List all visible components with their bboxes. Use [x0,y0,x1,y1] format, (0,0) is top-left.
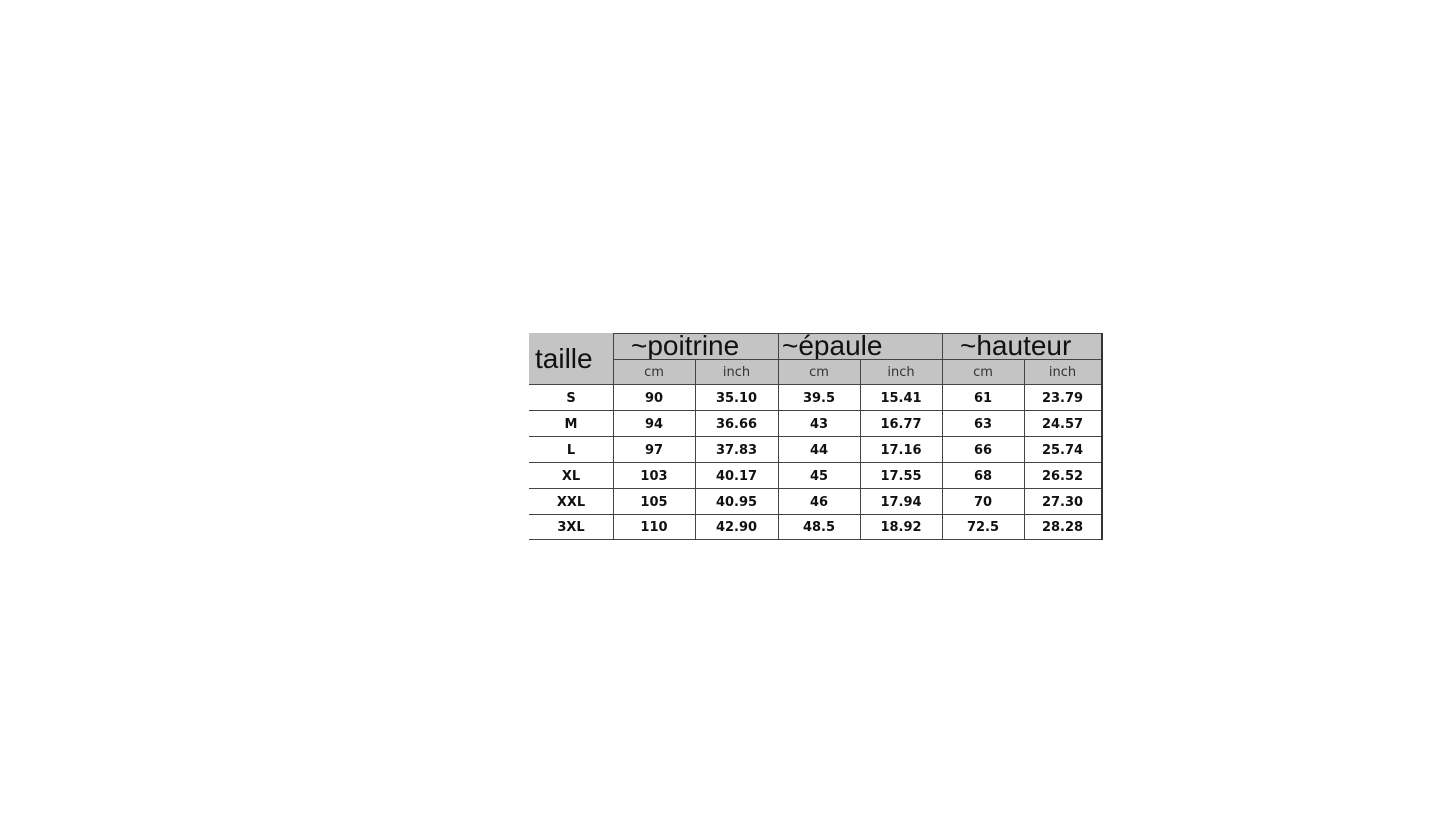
grid-line [529,539,1101,540]
size-label: L [566,442,576,458]
size-label: XXL [556,494,586,510]
measurement-cell: 25.74 [1041,442,1084,458]
measurement-cell: 63 [973,416,993,432]
measurement-cell: 61 [973,390,993,406]
measurement-cell: 35.10 [715,390,758,406]
measurement-cell: 36.66 [715,416,758,432]
grid-line [1024,359,1025,540]
measurement-cell: 43 [809,416,829,432]
grid-line [529,488,1101,489]
measurement-cell: 45 [809,468,829,484]
measurement-cell: 72.5 [966,520,1000,535]
size-label: S [566,390,576,406]
measurement-cell: 44 [809,442,829,458]
measurement-cell: 15.41 [880,390,922,406]
size-label: 3XL [557,520,585,535]
column-group-header: ~hauteur [942,332,1101,360]
measurement-cell: 17.16 [880,442,922,458]
grid-line [529,384,1101,385]
unit-header: inch [695,359,778,385]
measurement-cell: 68 [973,468,993,484]
measurement-cell: 94 [644,416,664,432]
grid-line [613,333,1101,334]
measurement-cell: 39.5 [802,390,836,406]
measurement-cell: 18.92 [880,520,922,535]
unit-header: cm [942,359,1024,385]
grid-line [860,359,861,540]
measurement-cell: 26.52 [1041,468,1084,484]
size-label: XL [561,468,581,484]
grid-line [778,333,779,540]
measurement-cell: 48.5 [802,520,836,535]
size-chart-table: taille ~poitrine ~épaule ~hauteur cm inch cm in… [529,332,1103,540]
grid-line [529,410,1101,411]
size-label: M [564,416,578,432]
measurement-cell: 23.79 [1041,390,1084,406]
unit-header: inch [1024,359,1101,385]
measurement-cell: 17.94 [880,494,922,510]
measurement-cell: 37.83 [715,442,758,458]
measurement-cell: 40.17 [715,468,758,484]
grid-line [529,436,1101,437]
measurement-cell: 27.30 [1041,494,1084,510]
measurement-cell: 40.95 [715,494,758,510]
measurement-cell: 97 [644,442,664,458]
measurement-cell: 103 [640,468,668,484]
column-group-header: ~poitrine [613,332,778,360]
measurement-cell: 24.57 [1041,416,1084,432]
measurement-cell: 105 [640,494,668,510]
measurement-cell: 70 [973,494,993,510]
grid-line [529,514,1101,515]
measurement-cell: 90 [644,390,664,406]
grid-line [695,359,696,540]
grid-line [613,333,614,540]
measurement-cell: 16.77 [880,416,922,432]
measurement-cell: 66 [973,442,993,458]
unit-header: cm [778,359,860,385]
size-header: taille [529,333,613,385]
measurement-cell: 42.90 [715,520,758,535]
measurement-cell: 46 [809,494,829,510]
grid-line [529,462,1101,463]
column-group-header: ~épaule [778,332,942,360]
measurement-cell: 17.55 [880,468,922,484]
grid-line [613,359,1101,360]
measurement-cell: 110 [640,520,668,535]
unit-header: cm [613,359,695,385]
measurement-cell: 28.28 [1041,520,1084,535]
unit-header: inch [860,359,942,385]
grid-line [942,333,943,540]
